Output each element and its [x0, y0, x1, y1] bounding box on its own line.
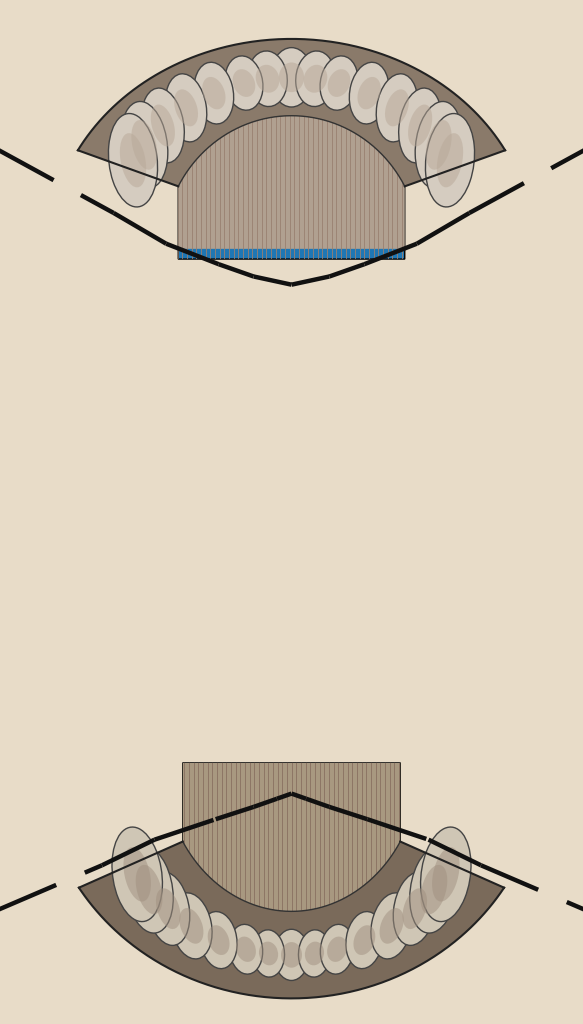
Ellipse shape: [298, 930, 331, 977]
Ellipse shape: [327, 937, 347, 962]
Ellipse shape: [426, 114, 475, 207]
Ellipse shape: [393, 871, 437, 945]
Ellipse shape: [256, 65, 279, 93]
Ellipse shape: [274, 930, 309, 981]
Ellipse shape: [349, 62, 389, 124]
Ellipse shape: [121, 101, 168, 188]
Ellipse shape: [112, 827, 163, 922]
Ellipse shape: [124, 847, 151, 901]
Ellipse shape: [202, 77, 226, 110]
Ellipse shape: [252, 930, 285, 977]
Ellipse shape: [120, 133, 146, 187]
PathPatch shape: [182, 763, 401, 911]
Ellipse shape: [320, 56, 358, 111]
Ellipse shape: [166, 74, 207, 142]
Ellipse shape: [131, 120, 157, 170]
Ellipse shape: [146, 871, 190, 945]
Ellipse shape: [410, 846, 458, 933]
Ellipse shape: [174, 89, 198, 126]
Polygon shape: [78, 39, 505, 186]
Ellipse shape: [432, 847, 459, 901]
Ellipse shape: [402, 888, 427, 929]
Ellipse shape: [156, 888, 181, 929]
Ellipse shape: [248, 51, 287, 106]
Ellipse shape: [151, 104, 175, 146]
Ellipse shape: [320, 925, 354, 974]
Ellipse shape: [171, 893, 212, 958]
Ellipse shape: [279, 62, 304, 92]
Ellipse shape: [353, 926, 375, 955]
Ellipse shape: [281, 942, 302, 968]
Ellipse shape: [271, 47, 312, 108]
Ellipse shape: [225, 56, 263, 111]
Ellipse shape: [208, 926, 230, 955]
Polygon shape: [182, 763, 401, 911]
Ellipse shape: [437, 133, 463, 187]
Ellipse shape: [136, 865, 163, 914]
Ellipse shape: [380, 908, 403, 944]
Ellipse shape: [236, 937, 256, 962]
Ellipse shape: [296, 51, 335, 106]
PathPatch shape: [178, 116, 405, 259]
Ellipse shape: [385, 89, 409, 126]
Ellipse shape: [180, 908, 203, 944]
Ellipse shape: [259, 942, 278, 966]
Ellipse shape: [426, 120, 452, 170]
Ellipse shape: [200, 911, 237, 969]
Ellipse shape: [415, 101, 462, 188]
Ellipse shape: [420, 827, 471, 922]
Ellipse shape: [108, 114, 157, 207]
Ellipse shape: [233, 70, 255, 97]
Ellipse shape: [229, 925, 263, 974]
Ellipse shape: [194, 62, 234, 124]
Ellipse shape: [399, 88, 441, 163]
Ellipse shape: [142, 88, 184, 163]
Ellipse shape: [328, 70, 350, 97]
Ellipse shape: [125, 846, 173, 933]
Polygon shape: [178, 116, 405, 249]
Ellipse shape: [346, 911, 383, 969]
Ellipse shape: [420, 865, 447, 914]
Ellipse shape: [305, 942, 324, 966]
Polygon shape: [79, 842, 504, 998]
Ellipse shape: [408, 104, 432, 146]
Ellipse shape: [371, 893, 412, 958]
Ellipse shape: [376, 74, 417, 142]
Ellipse shape: [304, 65, 327, 93]
Ellipse shape: [357, 77, 381, 110]
